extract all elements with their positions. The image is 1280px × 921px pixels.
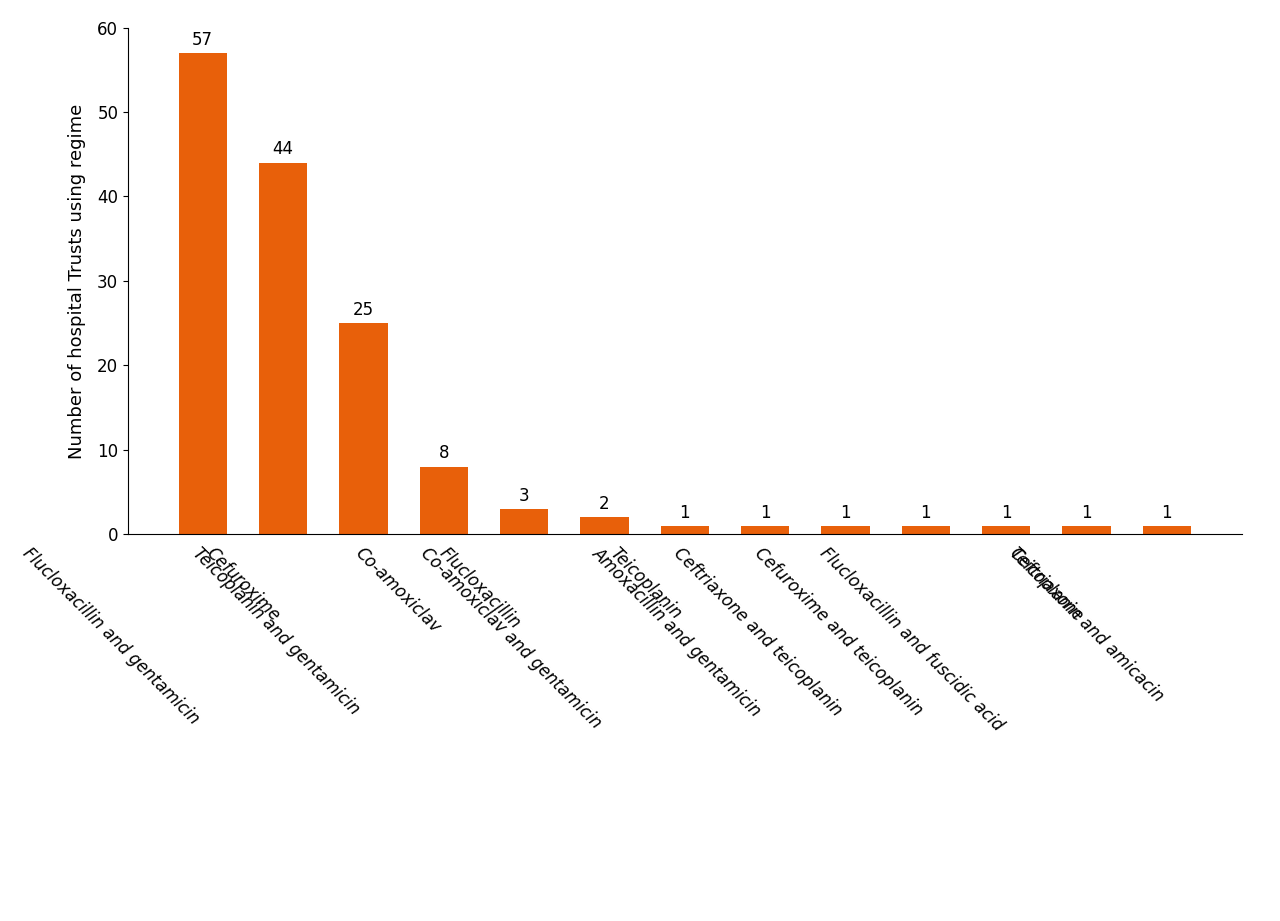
Text: 1: 1: [1161, 504, 1172, 521]
Bar: [901, 526, 950, 534]
Text: 1: 1: [760, 504, 771, 521]
Bar: [179, 52, 227, 534]
Bar: [1062, 526, 1111, 534]
Bar: [420, 467, 468, 534]
Bar: [339, 323, 388, 534]
Text: 1: 1: [1082, 504, 1092, 521]
Text: 3: 3: [518, 486, 530, 505]
Text: 8: 8: [439, 445, 449, 462]
Bar: [259, 163, 307, 534]
Text: 1: 1: [840, 504, 851, 521]
Text: 2: 2: [599, 495, 609, 513]
Y-axis label: Number of hospital Trusts using regime: Number of hospital Trusts using regime: [68, 103, 86, 459]
Bar: [580, 518, 628, 534]
Text: 1: 1: [680, 504, 690, 521]
Bar: [660, 526, 709, 534]
Bar: [982, 526, 1030, 534]
Bar: [741, 526, 790, 534]
Text: 57: 57: [192, 30, 214, 49]
Bar: [1143, 526, 1190, 534]
Text: 1: 1: [1001, 504, 1011, 521]
Text: 1: 1: [920, 504, 931, 521]
Bar: [500, 509, 548, 534]
Text: 25: 25: [353, 301, 374, 319]
Bar: [822, 526, 869, 534]
Text: 44: 44: [273, 141, 293, 158]
